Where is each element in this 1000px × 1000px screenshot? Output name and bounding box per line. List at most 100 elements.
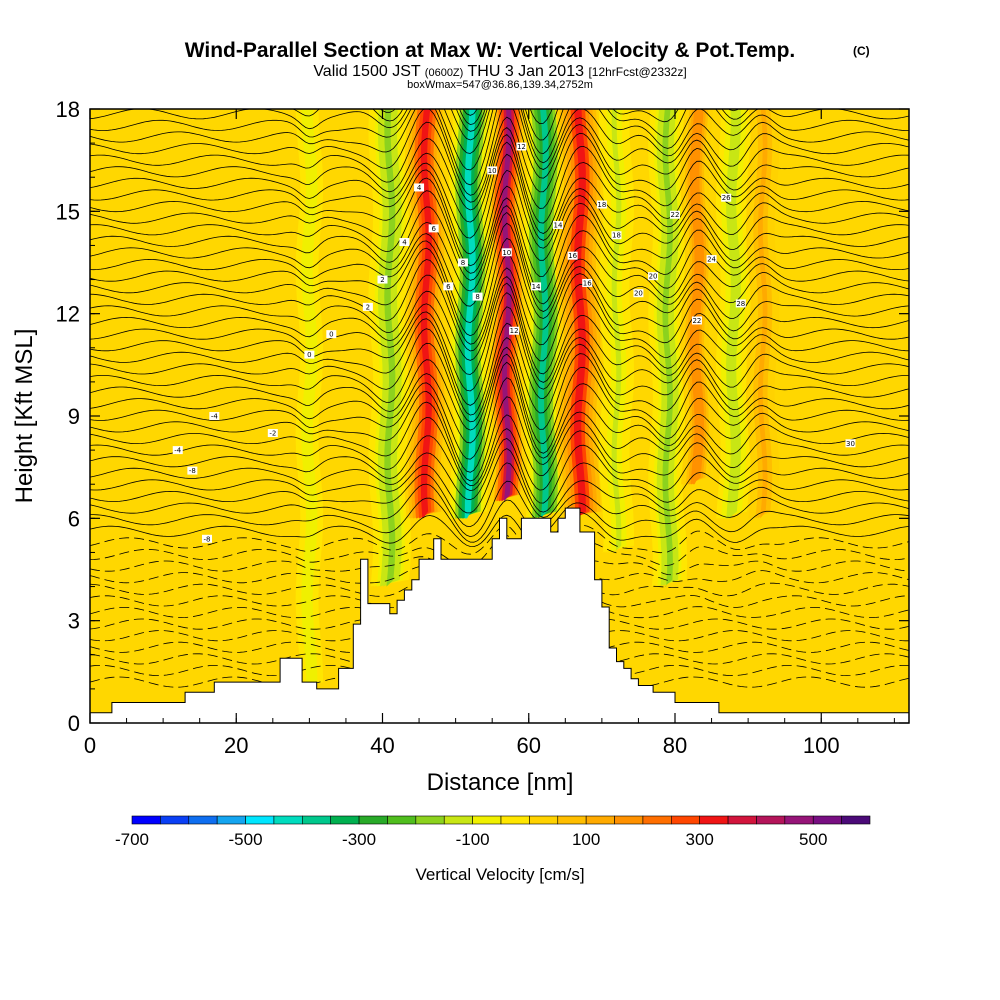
contour-label: 26 bbox=[722, 194, 731, 202]
contour-label-bg bbox=[648, 272, 659, 281]
contour-label-bg bbox=[735, 299, 746, 308]
contour-label-bg bbox=[457, 258, 468, 267]
contour-label-bg bbox=[414, 183, 425, 192]
contour-label: 4 bbox=[417, 184, 422, 192]
isentrope-line bbox=[90, 361, 909, 460]
isentrope-line bbox=[90, 109, 909, 155]
x-tick-label: 0 bbox=[84, 733, 96, 758]
isentrope-line bbox=[90, 346, 909, 431]
contour-label-bg bbox=[611, 231, 622, 240]
colorbar-tick-label: -100 bbox=[456, 830, 490, 849]
contour-label: 16 bbox=[583, 279, 592, 287]
contour-label-bg bbox=[691, 316, 702, 325]
contour-label: 2 bbox=[366, 303, 370, 311]
plot-area: -8-8-4-4-2002244668810101212141416161818… bbox=[90, 109, 909, 723]
contour-label: 6 bbox=[446, 283, 451, 291]
contour-label: -8 bbox=[204, 535, 211, 543]
colorbar-tick-label: -700 bbox=[115, 830, 149, 849]
isentrope-line bbox=[90, 480, 909, 538]
x-tick-label: 40 bbox=[370, 733, 394, 758]
contour-label: 24 bbox=[707, 256, 716, 264]
isentrope-line bbox=[90, 438, 909, 504]
contour-label-bg bbox=[362, 302, 373, 311]
isentrope-line bbox=[90, 428, 909, 492]
colorbar-tick-label: 300 bbox=[686, 830, 714, 849]
contour-label-bg bbox=[172, 446, 183, 455]
contour-label: 8 bbox=[475, 293, 479, 301]
isentrope-line bbox=[90, 141, 909, 239]
isentrope-line bbox=[90, 377, 909, 473]
isentrope-line bbox=[90, 109, 909, 171]
colorbar-swatch bbox=[415, 815, 445, 825]
subtitle-fcst: [12hrFcst@2332z] bbox=[588, 65, 686, 79]
velocity-band bbox=[757, 109, 768, 519]
isentrope-line bbox=[90, 211, 909, 307]
colorbar-swatch bbox=[273, 815, 303, 825]
colorbar-swatch bbox=[358, 815, 388, 825]
isentrope-line bbox=[90, 254, 909, 345]
colorbar-swatch bbox=[614, 815, 644, 825]
contour-label-bg bbox=[267, 429, 278, 438]
isentrope-line bbox=[90, 109, 909, 196]
isentrope-line bbox=[90, 292, 909, 392]
colorbar-swatch bbox=[699, 815, 729, 825]
contour-label: 2 bbox=[380, 276, 384, 284]
colorbar-swatch bbox=[727, 815, 757, 825]
subtitle-utc: (0600Z) bbox=[425, 67, 464, 79]
velocity-band bbox=[305, 109, 314, 689]
contour-label-bg bbox=[553, 220, 563, 229]
velocity-band bbox=[573, 109, 586, 519]
isentrope-line bbox=[90, 462, 909, 528]
contour-label-bg bbox=[443, 282, 454, 291]
contour-label-bg bbox=[509, 326, 520, 335]
isentrope-line bbox=[90, 306, 909, 406]
colorbar-swatch bbox=[216, 815, 246, 825]
contour-label: 12 bbox=[517, 143, 526, 151]
contour-label: 18 bbox=[612, 232, 621, 240]
chart-title-mark: (C) bbox=[853, 44, 870, 58]
contour-label-bg bbox=[202, 534, 212, 543]
x-axis: 0 20 40 60 80 100 bbox=[84, 109, 895, 758]
isentrope-line bbox=[90, 653, 909, 665]
velocity-band bbox=[662, 109, 673, 587]
terrain bbox=[90, 507, 909, 723]
y-tick-label: 0 bbox=[68, 711, 80, 736]
y-axis-label: Height [Kft MSL] bbox=[11, 329, 38, 504]
y-tick-label: 18 bbox=[56, 97, 80, 122]
contour-labels: -8-8-4-4-2002244668810101212141416161818… bbox=[172, 142, 856, 543]
contour-label: 28 bbox=[736, 300, 745, 308]
contour-label-bg bbox=[670, 210, 680, 219]
contour-label-bg bbox=[428, 224, 439, 233]
y-axis: 0 3 6 9 12 15 18 bbox=[56, 97, 909, 736]
isentrope-line bbox=[90, 534, 909, 572]
colorbar-swatch bbox=[330, 815, 360, 825]
colorbar-swatch bbox=[188, 815, 218, 825]
contour-label-bg bbox=[399, 238, 410, 247]
isentrope-line bbox=[90, 641, 909, 653]
colorbar-swatch bbox=[387, 815, 417, 825]
isentrope-line bbox=[90, 109, 909, 186]
isentrope-line bbox=[90, 448, 909, 514]
colorbar-swatch bbox=[302, 815, 331, 825]
contour-label-bg bbox=[567, 251, 578, 260]
colorbar-swatch bbox=[671, 815, 700, 825]
contour-label-bg bbox=[516, 142, 527, 151]
contour-label-bg bbox=[531, 282, 542, 291]
colorbar-swatch bbox=[642, 815, 672, 825]
colorbar-swatch bbox=[784, 815, 814, 825]
isentrope-line bbox=[90, 237, 909, 337]
contour-label: 18 bbox=[597, 201, 606, 209]
chart-title: Wind-Parallel Section at Max W: Vertical… bbox=[185, 39, 796, 62]
isentrope-line bbox=[90, 676, 909, 688]
colorbar-swatch bbox=[585, 815, 615, 825]
box-info: boxWmax=547@36.86,139.34,2752m bbox=[407, 79, 593, 91]
x-tick-label: 20 bbox=[224, 733, 248, 758]
contour-label: 12 bbox=[510, 327, 519, 335]
contour-label-bg bbox=[187, 466, 198, 475]
contour-label-bg bbox=[209, 412, 220, 420]
contour-label-bg bbox=[501, 248, 512, 257]
colorbar-swatch bbox=[443, 815, 473, 825]
contour-label-bg bbox=[721, 193, 732, 202]
x-tick-label: 80 bbox=[663, 733, 687, 758]
contour-label-bg bbox=[487, 166, 498, 175]
